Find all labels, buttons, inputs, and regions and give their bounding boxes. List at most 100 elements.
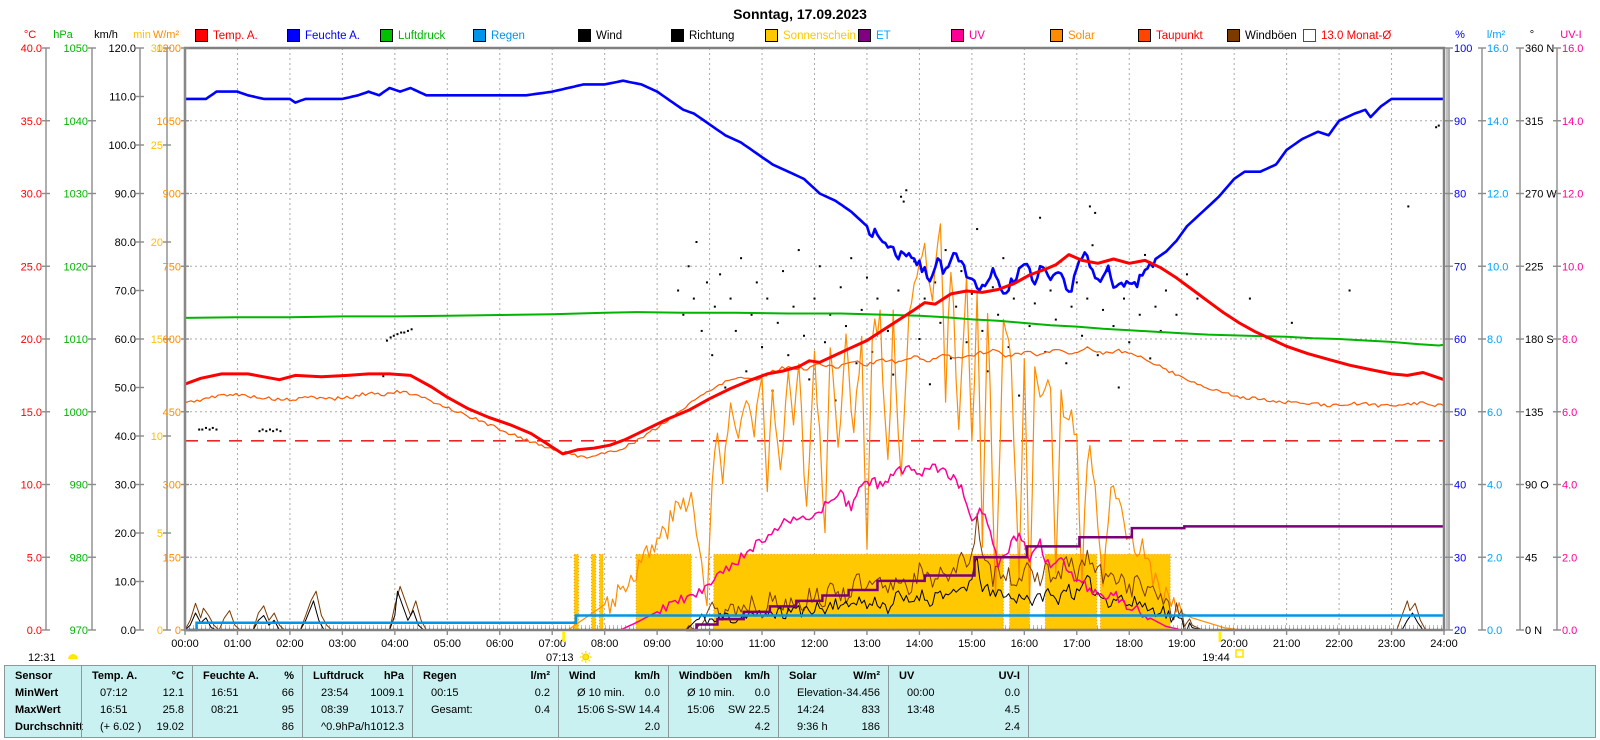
svg-text:4.0: 4.0	[1562, 480, 1577, 492]
svg-text:02:00: 02:00	[276, 638, 304, 650]
svg-text:60: 60	[1454, 334, 1466, 346]
axis-lm2: 0.0 2.0 4.0 6.0 8.0 10.0 12.0 14.0 16.0 l/m²	[1478, 29, 1508, 637]
svg-text:10:00: 10:00	[696, 638, 724, 650]
series-layer	[184, 79, 1445, 632]
avg-row: 2.0	[559, 719, 668, 736]
stat-col-unit: km/h	[634, 670, 660, 682]
stat-col-unit: km/h	[744, 670, 770, 682]
svg-text:2.0: 2.0	[1562, 552, 1577, 564]
svg-text:80.0: 80.0	[115, 237, 136, 249]
svg-text:05:00: 05:00	[434, 638, 462, 650]
row-label-maxwert: MaxWert	[15, 704, 61, 716]
stat-col-windb-en: Windböen km/h Ø 10 min. 0.0 15:06 SW 22.5 4.2	[668, 666, 778, 737]
legend-item-taupunkt: Taupunkt	[1138, 29, 1203, 42]
stat-time: Ø 10 min.	[687, 687, 735, 699]
stat-time: 13:48	[907, 704, 935, 716]
svg-text:100.0: 100.0	[108, 140, 136, 152]
stat-value: 833	[861, 704, 880, 716]
svg-text:11:00: 11:00	[749, 638, 776, 650]
row-label-minwert: MinWert	[15, 687, 59, 699]
svg-text:50: 50	[1454, 407, 1466, 419]
sunrise-time: 07:13	[546, 652, 574, 664]
page-title: Sonntag, 17.09.2023	[733, 6, 867, 22]
max-row: 15:06 S-SW 14.4	[559, 702, 668, 719]
stat-col-unit: W/m²	[853, 670, 880, 682]
svg-text:30.0: 30.0	[115, 480, 136, 492]
svg-text:25: 25	[151, 140, 163, 152]
svg-text:14.0: 14.0	[1562, 116, 1583, 128]
legend-label: 13.0 Monat-Ø	[1321, 29, 1392, 42]
svg-text:100: 100	[1454, 43, 1472, 55]
svg-text:4.0: 4.0	[1487, 480, 1502, 492]
svg-text:5.0: 5.0	[27, 552, 42, 564]
svg-text:40.0: 40.0	[115, 431, 136, 443]
sun-annotations: 07:13 19:44 12:31	[28, 631, 1244, 664]
max-row: 08:39 1013.7	[303, 702, 412, 719]
legend-swatch	[671, 29, 684, 42]
avg-row: 4.2	[669, 719, 778, 736]
stat-time: Gesamt:	[431, 704, 473, 716]
svg-text:6.0: 6.0	[1562, 407, 1577, 419]
legend-label: Windböen	[1245, 29, 1297, 42]
svg-text:1050: 1050	[157, 116, 181, 128]
legend-label: Luftdruck	[398, 29, 446, 42]
legend-swatch	[473, 29, 486, 42]
svg-text:20:00: 20:00	[1220, 638, 1248, 650]
svg-text:12:00: 12:00	[801, 638, 829, 650]
svg-text:2.0: 2.0	[1487, 552, 1502, 564]
svg-text:120.0: 120.0	[108, 43, 136, 55]
avg-row: ^0.9hPa/h 1012.3	[303, 719, 412, 736]
svg-text:1040: 1040	[64, 116, 88, 128]
legend-swatch	[1138, 29, 1151, 42]
legend-label: Taupunkt	[1156, 29, 1203, 42]
stat-time: 16:51	[211, 687, 239, 699]
stat-time: 00:00	[907, 687, 935, 699]
stat-value: 4.5	[1004, 704, 1020, 716]
stat-col-unit: hPa	[383, 670, 404, 682]
max-row: 08:21 95	[193, 702, 302, 719]
axis-wind: 0.0 10.0 20.0 30.0 40.0 50.0 60.0 70.0 80.0 90.0 1…	[94, 29, 144, 637]
legend-swatch	[287, 29, 300, 42]
stat-col-unit: UV-I	[998, 670, 1020, 682]
svg-text:990: 990	[70, 480, 88, 492]
stat-time: 15:06	[687, 704, 715, 716]
svg-text:24:00: 24:00	[1430, 638, 1458, 650]
svg-text:1200: 1200	[157, 43, 181, 55]
svg-text:5: 5	[157, 528, 163, 540]
legend-label: Richtung	[689, 29, 735, 42]
legend-label: Regen	[491, 29, 525, 42]
svg-text:07:00: 07:00	[538, 638, 566, 650]
svg-text:06:00: 06:00	[486, 638, 514, 650]
svg-text:270 W: 270 W	[1525, 189, 1557, 201]
svg-text:8.0: 8.0	[1562, 334, 1577, 346]
stat-time: 15:06	[577, 704, 605, 716]
svg-text:360 N: 360 N	[1525, 43, 1554, 55]
stat-value: 0.0	[644, 687, 660, 699]
stats-row-labels: Sensor MinWert MaxWert Durchschnitt	[5, 666, 83, 737]
svg-text:hPa: hPa	[53, 29, 73, 41]
svg-text:0.0: 0.0	[27, 625, 42, 637]
svg-text:16:00: 16:00	[1011, 638, 1039, 650]
svg-text:45: 45	[1525, 552, 1537, 564]
stat-value: 0.0	[1004, 687, 1020, 699]
svg-text:14:00: 14:00	[906, 638, 934, 650]
svg-text:21:00: 21:00	[1273, 638, 1301, 650]
stats-table: Sensor MinWert MaxWert Durchschnitt Temp. A…	[4, 665, 1596, 738]
svg-text:70.0: 70.0	[115, 286, 136, 298]
svg-text:min: min	[133, 29, 151, 41]
stat-value: SW 22.5	[727, 704, 770, 716]
svg-text:UV-I: UV-I	[1560, 29, 1581, 41]
max-row: 00:15 0.2	[413, 685, 558, 702]
legend-swatch	[578, 29, 591, 42]
svg-text:W/m²: W/m²	[153, 29, 180, 41]
stat-value: 0.0	[754, 687, 770, 699]
svg-text:12.0: 12.0	[1562, 189, 1583, 201]
svg-text:90: 90	[1454, 116, 1466, 128]
stat-value: 4.2	[754, 721, 770, 733]
stat-col-solar: Solar W/m² Elevation -34.456 14:24 833 9:36 h 1…	[778, 666, 888, 737]
stat-col-unit: °C	[171, 670, 184, 682]
legend-swatch	[951, 29, 964, 42]
min-row: Elevation -34.456	[779, 685, 888, 702]
series-feuchte	[185, 79, 1444, 295]
